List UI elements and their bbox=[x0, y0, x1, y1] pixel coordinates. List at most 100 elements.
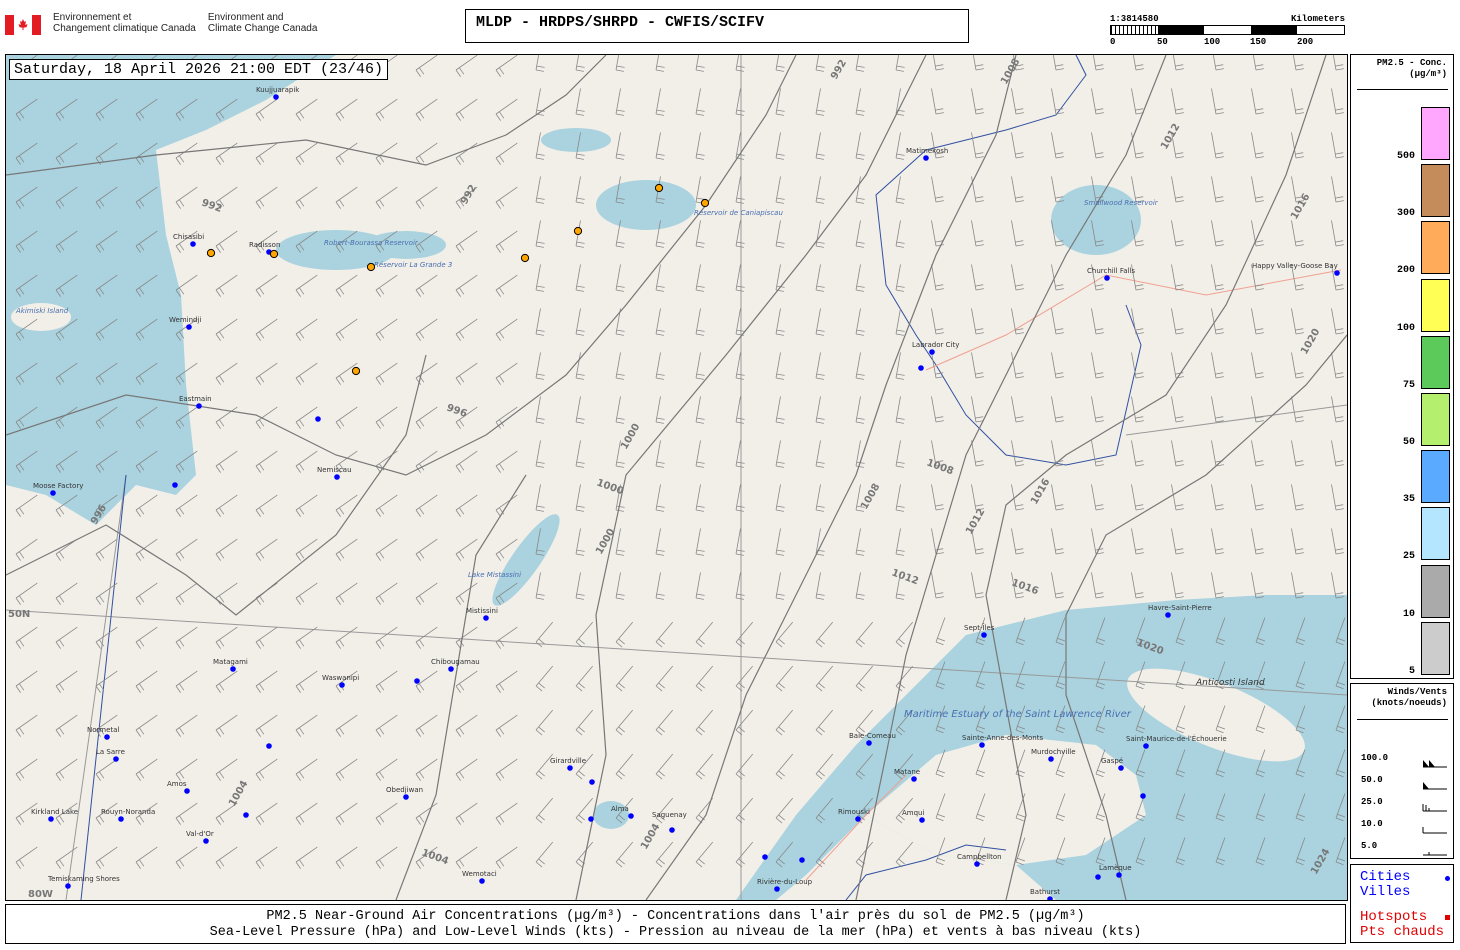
city-marker[interactable] bbox=[483, 615, 489, 621]
city-marker[interactable] bbox=[403, 794, 409, 800]
city-marker[interactable] bbox=[1104, 275, 1110, 281]
wind-barb bbox=[255, 538, 278, 561]
canada-flag-icon bbox=[5, 15, 41, 35]
city-marker[interactable] bbox=[762, 854, 768, 860]
city-marker[interactable] bbox=[118, 816, 124, 822]
city-marker[interactable] bbox=[243, 812, 249, 818]
city-marker[interactable] bbox=[1047, 896, 1053, 900]
map-canvas[interactable]: 992 9929929969961000100010001004100410041… bbox=[6, 55, 1347, 900]
city-marker[interactable] bbox=[911, 776, 917, 782]
wind-barb bbox=[735, 132, 745, 160]
city-marker[interactable] bbox=[273, 94, 279, 100]
wind-barb bbox=[335, 142, 358, 165]
city-marker[interactable] bbox=[567, 765, 573, 771]
hotspot-marker[interactable] bbox=[351, 366, 361, 376]
city-marker[interactable] bbox=[1048, 756, 1054, 762]
city-marker[interactable] bbox=[588, 816, 594, 822]
pm-bin-swatch bbox=[1421, 393, 1450, 446]
hotspot-marker[interactable] bbox=[366, 262, 376, 272]
city-marker[interactable] bbox=[50, 490, 56, 496]
wind-barb bbox=[15, 230, 38, 253]
city-marker[interactable] bbox=[184, 788, 190, 794]
city-marker[interactable] bbox=[855, 816, 861, 822]
wind-barb bbox=[735, 572, 745, 600]
city-marker[interactable] bbox=[1143, 743, 1149, 749]
city-marker[interactable] bbox=[339, 682, 345, 688]
map-caption: PM2.5 Near-Ground Air Concentrations (µg… bbox=[5, 904, 1346, 944]
city-marker[interactable] bbox=[448, 666, 454, 672]
wind-barb bbox=[895, 621, 914, 648]
city-marker[interactable] bbox=[172, 482, 178, 488]
wind-barb bbox=[1051, 484, 1064, 511]
city-marker[interactable] bbox=[113, 756, 119, 762]
hotspot-marker[interactable] bbox=[520, 253, 530, 263]
wind-barb bbox=[1135, 617, 1146, 646]
city-marker[interactable] bbox=[918, 365, 924, 371]
city-marker[interactable] bbox=[203, 838, 209, 844]
city-marker[interactable] bbox=[1165, 612, 1171, 618]
wind-barb bbox=[1215, 749, 1226, 778]
city-marker[interactable] bbox=[669, 827, 675, 833]
city-marker[interactable] bbox=[334, 474, 340, 480]
eccc-logo: Environnement et Changement climatique Ca… bbox=[5, 12, 317, 35]
city-marker[interactable] bbox=[923, 155, 929, 161]
hotspot-marker[interactable] bbox=[206, 248, 216, 258]
pm-bin-swatch bbox=[1421, 450, 1450, 504]
city-marker[interactable] bbox=[799, 857, 805, 863]
hotspot-marker[interactable] bbox=[573, 226, 583, 236]
wind-barb bbox=[1055, 749, 1066, 778]
wind-barb bbox=[695, 841, 714, 868]
wind-barb bbox=[95, 450, 118, 473]
isobar-label: 1020 bbox=[1299, 327, 1322, 357]
wind-barb bbox=[775, 665, 794, 692]
city-marker[interactable] bbox=[1140, 793, 1146, 799]
city-marker[interactable] bbox=[866, 740, 872, 746]
wind-barb bbox=[1131, 132, 1144, 159]
wind-barb bbox=[1211, 396, 1224, 423]
city-marker[interactable] bbox=[196, 403, 202, 409]
wind-barb bbox=[415, 846, 438, 869]
wind-barb bbox=[295, 274, 318, 297]
city-marker[interactable] bbox=[1334, 270, 1340, 276]
city-marker[interactable] bbox=[479, 878, 485, 884]
city-marker[interactable] bbox=[266, 743, 272, 749]
city-label: Kirkland Lake bbox=[31, 808, 78, 816]
wind-barb bbox=[1211, 308, 1224, 335]
pm25-legend: PM2.5 - Conc. (µg/m³) 500 300 200 100 75 50 35 2… bbox=[1350, 54, 1454, 679]
wind-barb bbox=[1051, 308, 1064, 335]
city-marker[interactable] bbox=[974, 861, 980, 867]
wind-barb bbox=[95, 802, 118, 825]
wind-barb bbox=[175, 582, 198, 605]
map-view[interactable]: 992 992 992 996 996 1000 1000 1000 1004 1004 1004 1… bbox=[5, 54, 1348, 901]
city-marker[interactable] bbox=[48, 816, 54, 822]
city-marker[interactable] bbox=[929, 349, 935, 355]
city-marker[interactable] bbox=[774, 886, 780, 892]
city-label: Amqui bbox=[902, 809, 924, 817]
hotspot-marker[interactable] bbox=[700, 198, 710, 208]
hotspot-marker[interactable] bbox=[269, 249, 279, 259]
city-marker[interactable] bbox=[65, 883, 71, 889]
city-marker[interactable] bbox=[186, 324, 192, 330]
wind-barb bbox=[415, 538, 438, 561]
isobar-label: 992 bbox=[829, 58, 849, 82]
wind-barb bbox=[695, 484, 705, 512]
smallwood-reservoir bbox=[1051, 185, 1141, 255]
city-marker[interactable] bbox=[104, 734, 110, 740]
city-marker[interactable] bbox=[414, 678, 420, 684]
wind-barb bbox=[55, 362, 78, 385]
wind-barb bbox=[55, 450, 78, 473]
city-marker[interactable] bbox=[1116, 872, 1122, 878]
city-marker[interactable] bbox=[230, 666, 236, 672]
city-marker[interactable] bbox=[628, 813, 634, 819]
city-marker[interactable] bbox=[190, 241, 196, 247]
city-marker[interactable] bbox=[919, 817, 925, 823]
city-marker[interactable] bbox=[1118, 765, 1124, 771]
city-marker[interactable] bbox=[1095, 874, 1101, 880]
hotspot-marker[interactable] bbox=[654, 183, 664, 193]
city-marker[interactable] bbox=[981, 632, 987, 638]
city-marker[interactable] bbox=[589, 779, 595, 785]
city-marker[interactable] bbox=[979, 742, 985, 748]
city-marker[interactable] bbox=[315, 416, 321, 422]
wind-barb bbox=[95, 230, 118, 253]
wind-barb bbox=[1215, 837, 1226, 866]
